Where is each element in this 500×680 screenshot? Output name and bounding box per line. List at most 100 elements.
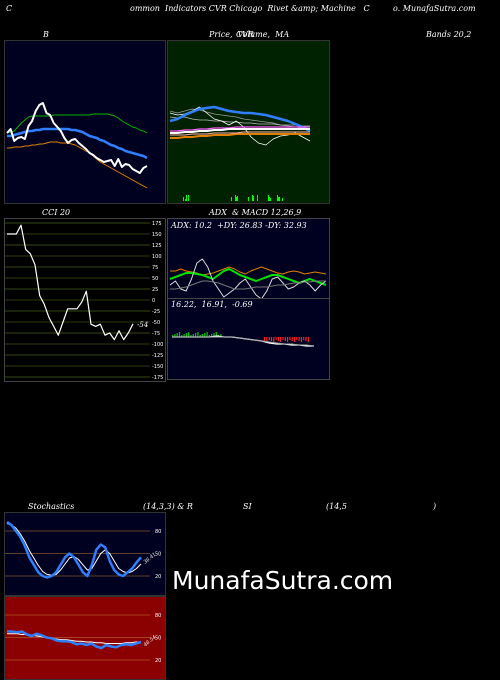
price-ma-line-8 — [170, 131, 310, 136]
macd-hist-bar — [176, 333, 178, 337]
header-right: o. MunafaSutra.com — [393, 4, 476, 13]
stoch-params: (14,3,3) & R — [143, 502, 193, 511]
price-ma-line-2 — [169, 116, 310, 127]
macd-hist-bar — [264, 337, 266, 341]
macd-signal-line — [172, 336, 315, 347]
rsi-close: ) — [433, 502, 437, 511]
volume-bar — [237, 196, 238, 201]
volume-bar — [282, 198, 283, 201]
cci-tick-label: -150 — [152, 364, 163, 370]
rsi-title: SI — [243, 502, 252, 511]
macd-hist-bar — [188, 332, 190, 337]
price-title-overlap: CVR — [236, 30, 254, 39]
cci-tick-label: -25 — [152, 309, 160, 315]
macd-hist-bar — [199, 335, 201, 337]
cci-tick-label: -175 — [152, 375, 163, 381]
rsi-params: (14,5 — [326, 502, 347, 511]
macd-hist-bar — [206, 332, 208, 337]
volume-bar — [257, 195, 258, 201]
rsi-chart: 80 50 20 46.54 — [5, 613, 161, 664]
bollinger-mid-line — [7, 127, 148, 160]
price-panel — [167, 40, 330, 204]
cci-tick-label: 150 — [152, 232, 162, 238]
macd-hist-bar — [275, 337, 277, 340]
price-title: Price, Volume, MA — [209, 30, 290, 39]
macd-hist-bar — [277, 337, 279, 341]
macd-hist-bar — [201, 334, 204, 337]
rsi-panel: 80 50 20 46.54 — [4, 596, 166, 680]
macd-hist-bar — [284, 337, 286, 341]
rsi-line — [7, 630, 142, 650]
adx-readout: ADX: 10.2 +DY: 26.83 -DY: 32.93 — [171, 221, 307, 230]
volume-bar — [248, 197, 249, 201]
price-ma-line-6 — [170, 128, 310, 134]
cci-tick-label: 175 — [152, 221, 162, 227]
adx-panel: ADX: 10.2 +DY: 26.83 -DY: 32.93 — [167, 218, 330, 300]
cci-tick-label: -50 — [152, 320, 160, 326]
price-ma-line-1 — [169, 108, 311, 130]
price-ma-chart — [169, 105, 311, 201]
volume-bar — [253, 196, 254, 201]
volume-bar — [231, 197, 232, 201]
volume-bar — [186, 195, 187, 201]
cci-tick-label: 25 — [152, 287, 158, 293]
cci-tick-label: -125 — [152, 353, 163, 359]
cci-tick-label: 75 — [152, 265, 158, 271]
stoch-tick-label: 80 — [155, 529, 161, 535]
cci-tick-label: -75 — [152, 331, 160, 337]
stoch-tick-label: 20 — [155, 574, 161, 580]
cci-last-label: -54 — [137, 321, 148, 329]
macd-hist-bar — [195, 333, 197, 337]
macd-hist-bar — [305, 337, 307, 341]
volume-bar — [252, 195, 253, 201]
macd-hist-bar — [289, 337, 291, 340]
rsi-tick-label: 50 — [155, 636, 161, 642]
bands-title: B — [43, 30, 49, 39]
volume-bar — [268, 195, 269, 201]
macd-hist-bar — [197, 332, 199, 337]
macd-panel: 16.22, 16.91, -0.69 — [167, 298, 330, 380]
macd-hist-bar — [291, 337, 293, 341]
watermark: MunafaSutra.com — [172, 566, 394, 595]
macd-hist-bar — [192, 334, 194, 337]
stoch-tick-label: 50 — [155, 552, 161, 558]
macd-hist-bar — [208, 335, 210, 337]
macd-hist-bar — [268, 337, 270, 340]
macd-hist-bar — [282, 337, 284, 340]
volume-bar — [269, 197, 270, 201]
stoch-panel: 80 50 20 36.41 — [4, 512, 166, 596]
volume-bar — [278, 197, 279, 201]
cci-tick-label: 0 — [152, 298, 155, 304]
bollinger-upper-line — [6, 113, 148, 134]
macd-hist-bar — [307, 337, 309, 342]
price-ma-line-7 — [170, 133, 310, 139]
macd-hist-bar — [270, 337, 273, 341]
macd-hist-bar — [172, 335, 174, 337]
rsi-last-label: 46.54 — [142, 634, 158, 648]
cci-chart: 175 150 125 100 75 50 25 0 -25 -50 -75 -100 -125 -150… — [5, 221, 163, 381]
volume-bar — [183, 197, 184, 201]
volume-bar — [277, 195, 278, 201]
macd-hist-bar — [303, 337, 305, 340]
macd-hist-bar — [174, 334, 176, 337]
volume-bar — [236, 197, 237, 201]
header-left: C — [6, 4, 13, 13]
header-center: ommon Indicators CVR Chicago Rivet &amp;… — [130, 4, 370, 13]
bollinger-price-line — [6, 102, 148, 174]
macd-hist-bar — [181, 335, 183, 337]
bollinger-panel — [4, 40, 166, 204]
macd-hist-bar — [300, 337, 302, 342]
volume-bar — [185, 199, 186, 201]
macd-readout: 16.22, 16.91, -0.69 — [171, 300, 253, 309]
volume-bar — [235, 195, 236, 201]
bollinger-lower-line — [7, 141, 148, 189]
macd-hist-bar — [273, 337, 275, 342]
macd-hist-bar — [298, 337, 300, 341]
cci-title: CCI 20 — [42, 208, 71, 217]
price-ma-line-5 — [170, 126, 310, 132]
macd-hist-bar — [211, 334, 213, 337]
adx-grey-line — [170, 280, 326, 290]
macd-hist-bar — [220, 334, 222, 337]
macd-hist-bar — [296, 337, 298, 340]
